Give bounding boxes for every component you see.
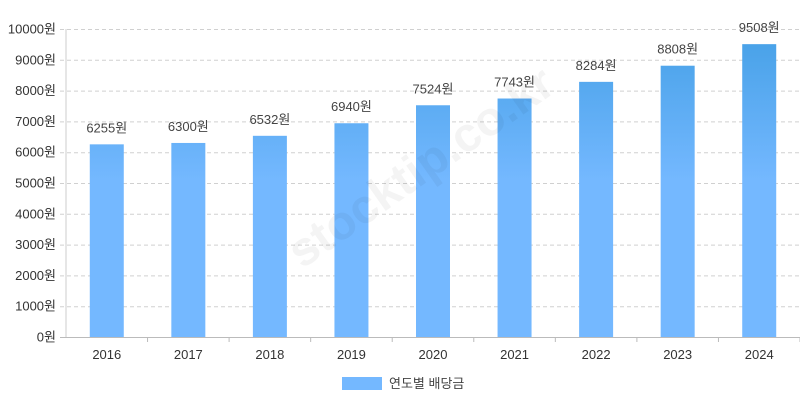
legend[interactable]: 연도별 배당금 (342, 376, 464, 391)
x-tick-label: 2024 (745, 347, 774, 362)
y-tick-label: 5000원 (15, 176, 56, 191)
y-tick-label: 2000원 (15, 268, 56, 283)
x-tick-label: 2019 (337, 347, 366, 362)
y-tick-label: 7000원 (15, 114, 56, 129)
y-tick-label: 8000원 (15, 83, 56, 98)
x-tick-label: 2018 (255, 347, 284, 362)
x-tick-label: 2021 (500, 347, 529, 362)
data-label: 6940원 (331, 99, 372, 114)
bar-2018[interactable] (252, 135, 287, 337)
data-label: 6300원 (168, 119, 209, 134)
bar-2016[interactable] (89, 144, 124, 337)
bar-2021[interactable] (497, 98, 532, 338)
data-label: 9508원 (739, 20, 780, 35)
bar-2022[interactable] (579, 81, 614, 337)
y-tick-label: 3000원 (15, 237, 56, 252)
bar-2020[interactable] (416, 105, 450, 337)
y-tick-label: 0원 (37, 330, 56, 345)
data-label: 7743원 (494, 75, 535, 90)
data-label: 8284원 (576, 58, 617, 73)
legend-label: 연도별 배당금 (389, 376, 464, 391)
y-tick-label: 4000원 (15, 206, 56, 221)
data-label: 8808원 (657, 42, 698, 57)
y-tick-label: 1000원 (15, 299, 56, 314)
bar-2024[interactable] (742, 44, 777, 338)
bar-2017[interactable] (171, 142, 206, 337)
y-tick-label: 6000원 (15, 145, 56, 160)
x-tick-label: 2023 (663, 347, 692, 362)
legend-swatch (342, 377, 382, 390)
data-label: 7524원 (413, 81, 454, 96)
x-tick-label: 2022 (582, 347, 611, 362)
bar-2019[interactable] (334, 123, 369, 337)
bar-2023[interactable] (660, 65, 695, 338)
x-tick-label: 2016 (92, 347, 121, 362)
y-tick-label: 10000원 (8, 22, 56, 37)
x-tick-label: 2020 (419, 347, 448, 362)
y-tick-label: 9000원 (15, 52, 56, 67)
data-label: 6532원 (249, 112, 290, 127)
data-label: 6255원 (86, 120, 127, 135)
x-tick-label: 2017 (174, 347, 203, 362)
